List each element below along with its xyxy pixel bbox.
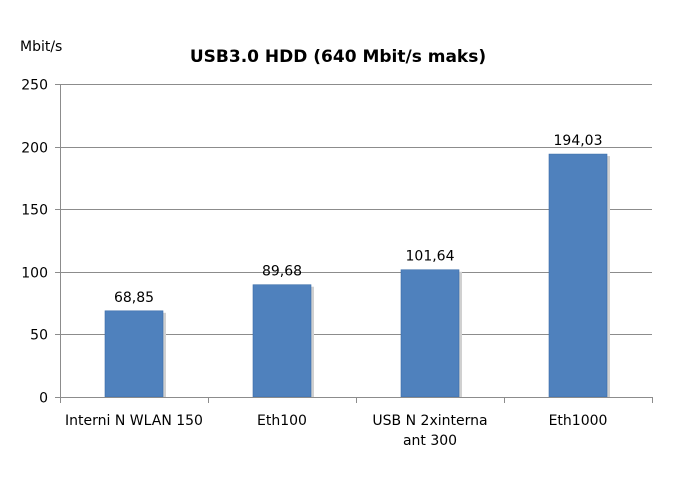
bar-value-label: 194,03 (554, 133, 603, 149)
y-tick-label: 100 (21, 266, 48, 282)
y-tick-label: 0 (39, 391, 48, 407)
y-tick-label: 150 (21, 203, 48, 219)
bar (252, 284, 312, 398)
y-axis-unit-label: Mbit/s (20, 39, 62, 55)
x-category-label: Eth1000 (549, 413, 608, 429)
x-category-label: Interni N WLAN 150 (65, 413, 203, 429)
bar (548, 153, 608, 398)
y-tick-label: 50 (30, 328, 48, 344)
bar (104, 310, 164, 398)
bars (104, 153, 610, 398)
bar-value-label: 89,68 (262, 264, 302, 280)
bar-value-label: 101,64 (406, 249, 455, 265)
x-category-label: Eth100 (257, 413, 307, 429)
y-tick-label: 250 (21, 78, 48, 94)
labels: 0 50 100 150 200 250 68,85 Interni N WLAN 150 89… (21, 78, 607, 450)
x-category-label: ant 300 (403, 433, 457, 449)
chart-title: USB3.0 HDD (640 Mbit/s maks) (190, 47, 486, 67)
bar (400, 269, 460, 398)
bar-value-label: 68,85 (114, 290, 154, 306)
axes (55, 84, 653, 403)
x-category-label: USB N 2xinterna (372, 413, 487, 429)
y-tick-label: 200 (21, 141, 48, 157)
